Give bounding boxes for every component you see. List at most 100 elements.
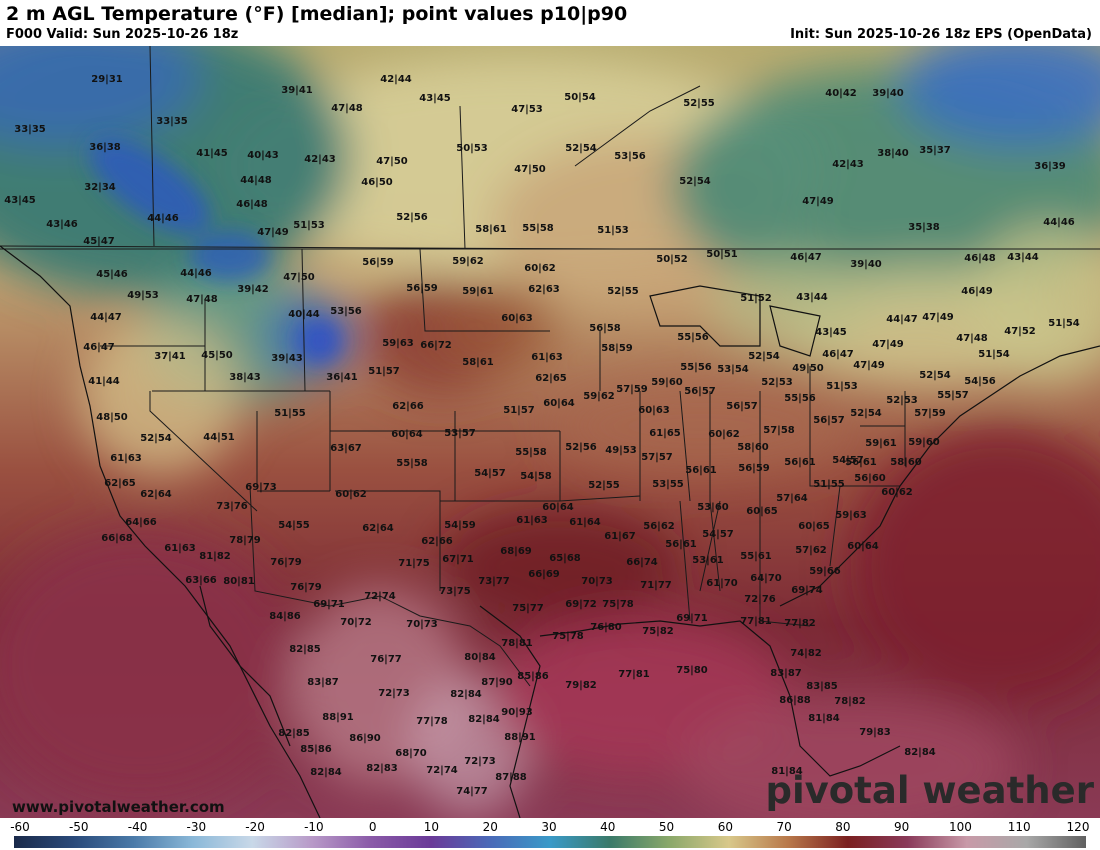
point-value: 62|65: [535, 373, 567, 384]
point-value: 56|62: [643, 521, 675, 532]
colorbar-tick-label: -40: [127, 820, 148, 834]
point-value: 55|58: [515, 447, 547, 458]
point-value: 46|47: [822, 349, 854, 360]
point-value: 53|61: [692, 555, 724, 566]
point-value: 59|63: [835, 510, 867, 521]
point-value: 75|82: [642, 626, 674, 637]
point-value: 61|70: [706, 578, 738, 589]
point-value: 55|56: [677, 332, 709, 343]
point-value: 52|54: [140, 433, 172, 444]
point-value: 77|81: [740, 616, 772, 627]
point-value: 85|86: [300, 744, 332, 755]
pivotal-weather-logo: pivotal weather: [765, 769, 1094, 812]
point-value: 66|68: [101, 533, 133, 544]
point-value: 78|82: [834, 696, 866, 707]
point-value: 43|45: [815, 327, 847, 338]
point-value: 56|59: [738, 463, 770, 474]
point-value: 60|63: [501, 313, 533, 324]
point-value: 32|34: [84, 182, 116, 193]
point-value: 57|62: [795, 545, 827, 556]
point-value: 47|49: [802, 196, 834, 207]
point-value: 84|86: [269, 611, 301, 622]
point-value: 29|31: [91, 74, 123, 85]
point-value: 56|59: [362, 257, 394, 268]
colorbar-tick-label: 70: [776, 820, 792, 834]
point-value: 69|72: [565, 599, 597, 610]
point-value: 51|57: [503, 405, 535, 416]
point-value: 73|76: [216, 501, 248, 512]
temperature-map[interactable]: 29|31 39|41 42|44 43|45 50|54 52|55 40|42 39|40…: [0, 46, 1100, 818]
colorbar-tick-label: 120: [1066, 820, 1090, 834]
point-value: 87|90: [481, 677, 513, 688]
point-value: 60|64: [847, 541, 879, 552]
point-value: 65|68: [549, 553, 581, 564]
point-value: 58|60: [890, 457, 922, 468]
point-value: 79|82: [565, 680, 597, 691]
point-value: 63|67: [330, 443, 362, 454]
point-value: 62|65: [104, 478, 136, 489]
point-value: 69|71: [313, 599, 345, 610]
point-value: 87|88: [495, 772, 527, 783]
point-value: 55|58: [396, 458, 428, 469]
colorbar-tick-label: 110: [1007, 820, 1031, 834]
point-value: 57|59: [914, 408, 946, 419]
point-value: 72|74: [426, 765, 458, 776]
point-value: 43|45: [419, 93, 451, 104]
colorbar-tick-label: 10: [423, 820, 440, 834]
point-value: 46|49: [961, 286, 993, 297]
point-value: 57|64: [776, 493, 808, 504]
point-value: 47|48: [186, 294, 218, 305]
point-value: 38|40: [877, 148, 909, 159]
point-value: 72|76: [744, 594, 776, 605]
point-value: 70|72: [340, 617, 372, 628]
point-value: 75|80: [676, 665, 708, 676]
mountain-cold-spots: [90, 138, 342, 363]
colorbar-tick-label: 100: [948, 820, 972, 834]
point-values: 29|31 39|41 42|44 43|45 50|54 52|55 40|42 39|40…: [4, 74, 1080, 797]
point-value: 54|55: [278, 520, 310, 531]
point-value: 86|88: [779, 695, 811, 706]
point-value: 59|62: [452, 256, 484, 267]
point-value: 53|55: [652, 479, 684, 490]
point-value: 60|64: [391, 429, 423, 440]
point-value: 59|60: [651, 377, 683, 388]
point-value: 50|54: [564, 92, 596, 103]
point-value: 83|87: [307, 677, 339, 688]
point-value: 59|60: [908, 437, 940, 448]
point-value: 52|53: [761, 377, 793, 388]
point-value: 61|63: [516, 515, 548, 526]
point-value: 52|55: [588, 480, 620, 491]
point-value: 47|49: [853, 360, 885, 371]
point-value: 52|54: [850, 408, 882, 419]
point-value: 81|84: [771, 766, 803, 777]
point-value: 70|73: [581, 576, 613, 587]
colorbar-tick-label: -10: [304, 820, 324, 834]
point-value: 47|52: [1004, 326, 1036, 337]
point-value: 88|91: [504, 732, 536, 743]
point-value: 60|62: [524, 263, 556, 274]
point-value: 36|39: [1034, 161, 1066, 172]
point-value: 43|45: [4, 195, 36, 206]
point-value: 57|58: [763, 425, 795, 436]
colorbar-tick-label: -20: [245, 820, 265, 834]
point-value: 82|84: [468, 714, 500, 725]
point-value: 54|59: [444, 520, 476, 531]
point-value: 43|44: [796, 292, 828, 303]
point-value: 57|59: [616, 384, 648, 395]
colorbar-tick-label: 30: [541, 820, 557, 834]
point-value: 47|50: [514, 164, 546, 175]
point-value: 59|61: [462, 286, 494, 297]
point-value: 58|61: [475, 224, 507, 235]
point-value: 46|47: [83, 342, 115, 353]
point-value: 51|55: [274, 408, 306, 419]
point-value: 59|63: [382, 338, 414, 349]
point-value: 44|47: [90, 312, 122, 323]
point-value: 45|50: [201, 350, 233, 361]
point-value: 60|64: [543, 398, 575, 409]
colorbar-tick-label: -60: [10, 820, 30, 834]
point-value: 56|61: [665, 539, 697, 550]
point-value: 60|63: [638, 405, 670, 416]
point-value: 56|59: [406, 283, 438, 294]
borders: [0, 46, 1100, 687]
colorbar-tick-label: -50: [68, 820, 89, 834]
